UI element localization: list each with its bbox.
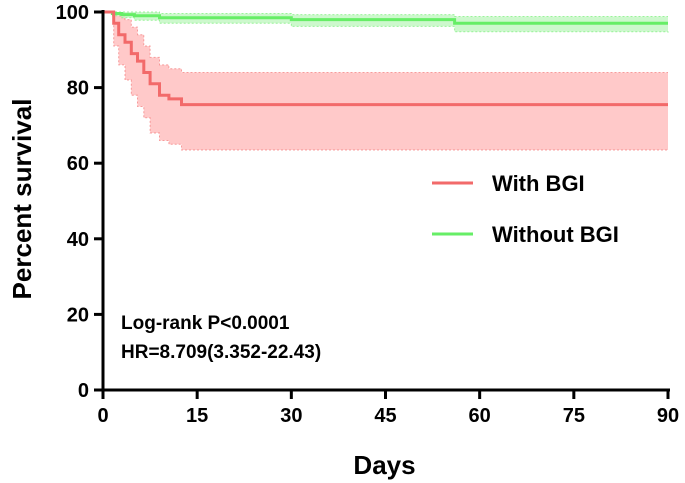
survival-curves bbox=[103, 10, 668, 107]
x-axis-title: Days bbox=[353, 450, 415, 480]
x-tick-label-75: 75 bbox=[563, 405, 585, 427]
x-tick-label-90: 90 bbox=[657, 405, 679, 427]
ci-lower-without-bgi bbox=[103, 11, 669, 33]
y-tick-label-60: 60 bbox=[67, 153, 89, 175]
ci-upper-without-bgi bbox=[103, 11, 668, 17]
x-tick-label-60: 60 bbox=[469, 405, 491, 427]
y-tick-label-100: 100 bbox=[56, 2, 89, 24]
ci-lower-with-bgi bbox=[103, 11, 668, 151]
axes: 0 20 40 60 80 100 0 15 30 45 60 75 90 Days Percent sur… bbox=[7, 2, 679, 480]
x-tick-label-0: 0 bbox=[97, 405, 108, 427]
x-tick-label-45: 45 bbox=[374, 405, 396, 427]
y-tick-label-0: 0 bbox=[78, 380, 89, 402]
y-tick-label-20: 20 bbox=[67, 304, 89, 326]
confidence-bands bbox=[103, 11, 669, 151]
legend: With BGI Without BGI bbox=[432, 171, 619, 247]
x-tick-label-30: 30 bbox=[280, 405, 302, 427]
annotation-hazard-ratio: HR=8.709(3.352-22.43) bbox=[121, 342, 321, 363]
ci-band-with-bgi bbox=[103, 12, 668, 150]
annotation-log-rank: Log-rank P<0.0001 bbox=[121, 313, 290, 334]
legend-label-without-bgi: Without BGI bbox=[492, 222, 619, 247]
y-tick-label-40: 40 bbox=[67, 229, 89, 251]
x-tick-label-15: 15 bbox=[186, 405, 208, 427]
annotations: Log-rank P<0.0001 HR=8.709(3.352-22.43) bbox=[121, 313, 321, 363]
y-tick-label-80: 80 bbox=[67, 78, 89, 100]
curve-with-bgi bbox=[103, 10, 668, 107]
legend-label-with-bgi: With BGI bbox=[492, 171, 585, 196]
y-axis-title: Percent survival bbox=[7, 99, 37, 300]
